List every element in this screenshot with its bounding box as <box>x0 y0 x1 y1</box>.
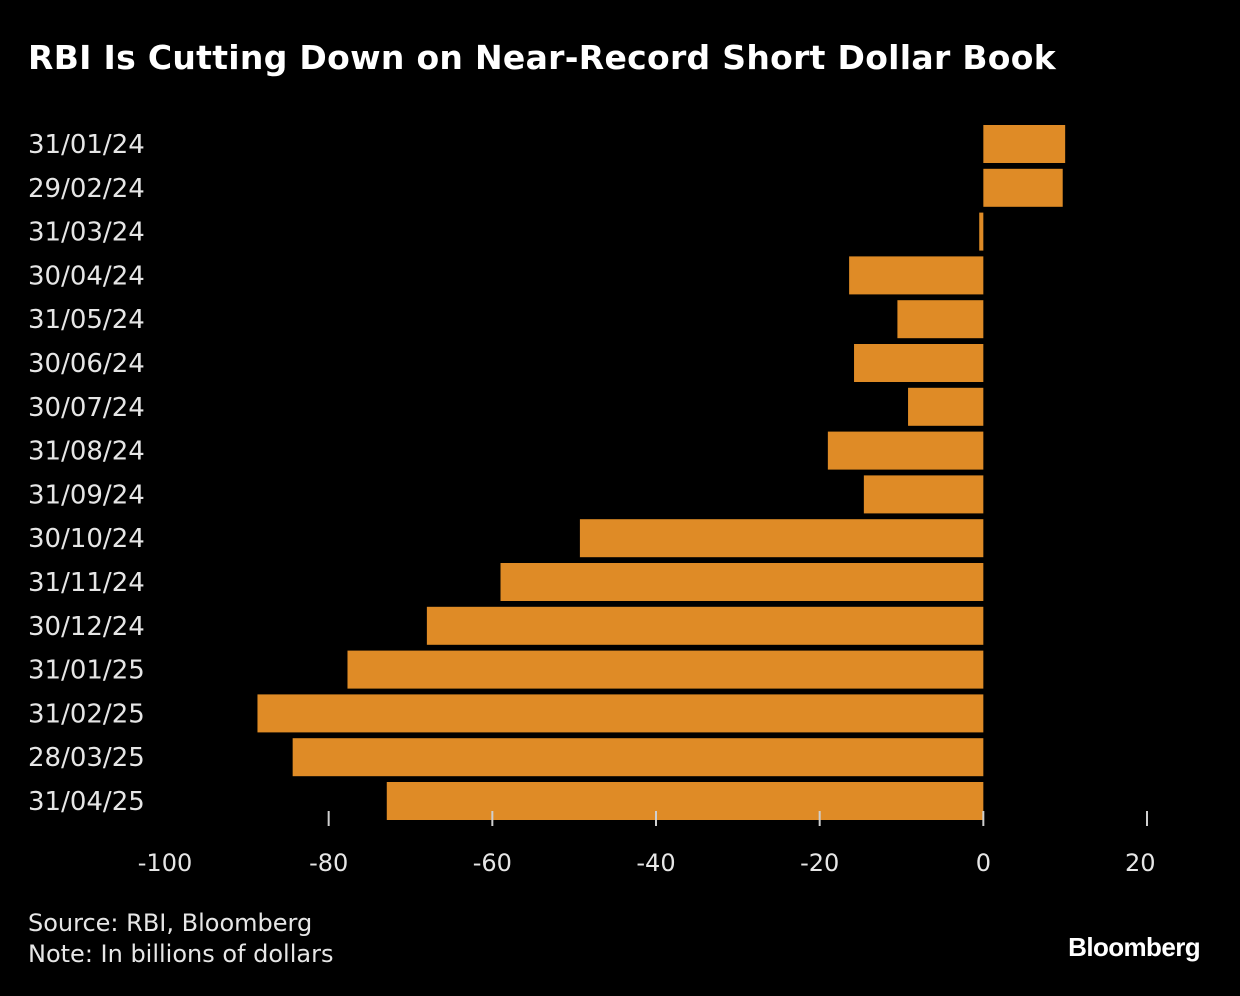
category-label: 29/02/24 <box>28 174 145 204</box>
category-label: 30/04/24 <box>28 261 145 291</box>
bars-group <box>257 125 1066 820</box>
x-axis: -100 -80 -60 -40 -20 0 20 <box>138 811 1156 877</box>
bar-31/02/25 <box>257 694 984 733</box>
units-note: Note: In billions of dollars <box>28 940 334 968</box>
bar-29/02/24 <box>983 168 1063 207</box>
category-label: 28/03/25 <box>28 743 145 773</box>
category-label: 31/05/24 <box>28 305 145 335</box>
chart-title: RBI Is Cutting Down on Near-Record Short… <box>28 38 1056 77</box>
category-label: 31/03/24 <box>28 218 145 248</box>
bar-28/03/25 <box>292 738 984 777</box>
x-tick-label: -60 <box>473 849 512 877</box>
bar-31/05/24 <box>897 300 984 339</box>
x-tick-label: -20 <box>800 849 839 877</box>
x-tick-label: -40 <box>636 849 675 877</box>
bar-30/04/24 <box>849 256 984 295</box>
chart-footer: Source: RBI, Bloomberg Note: In billions… <box>28 908 333 970</box>
bar-31/09/24 <box>863 475 984 514</box>
bar-30/07/24 <box>908 387 984 426</box>
bar-30/12/24 <box>426 606 984 645</box>
bar-chart: 31/01/24 29/02/24 31/03/24 30/04/24 31/05/24… <box>28 125 1156 877</box>
category-label: 30/10/24 <box>28 524 145 554</box>
bloomberg-logo: Bloomberg <box>1068 932 1200 962</box>
category-label: 31/01/24 <box>28 130 145 160</box>
x-tick-label: 20 <box>1125 849 1156 877</box>
x-tick-label: -80 <box>309 849 348 877</box>
bar-30/10/24 <box>579 519 984 558</box>
bar-31/04/25 <box>386 782 984 820</box>
category-label: 30/12/24 <box>28 612 145 642</box>
category-label: 31/01/25 <box>28 656 145 686</box>
category-label: 31/08/24 <box>28 437 145 467</box>
category-label: 30/06/24 <box>28 349 145 379</box>
category-labels: 31/01/24 29/02/24 31/03/24 30/04/24 31/05/24… <box>28 130 145 817</box>
bar-31/03/24 <box>979 212 984 251</box>
bar-31/08/24 <box>827 431 984 470</box>
bar-30/06/24 <box>854 344 984 382</box>
bar-31/11/24 <box>500 563 984 601</box>
source-note: Source: RBI, Bloomberg <box>28 909 313 937</box>
x-tick-label: -100 <box>138 849 192 877</box>
category-label: 30/07/24 <box>28 393 145 423</box>
category-label: 31/04/25 <box>28 787 145 817</box>
x-tick-label: 0 <box>976 849 991 877</box>
category-label: 31/11/24 <box>28 568 145 598</box>
bar-31/01/24 <box>983 125 1066 163</box>
bar-31/01/25 <box>347 650 984 689</box>
category-label: 31/09/24 <box>28 480 145 510</box>
category-label: 31/02/25 <box>28 699 145 729</box>
